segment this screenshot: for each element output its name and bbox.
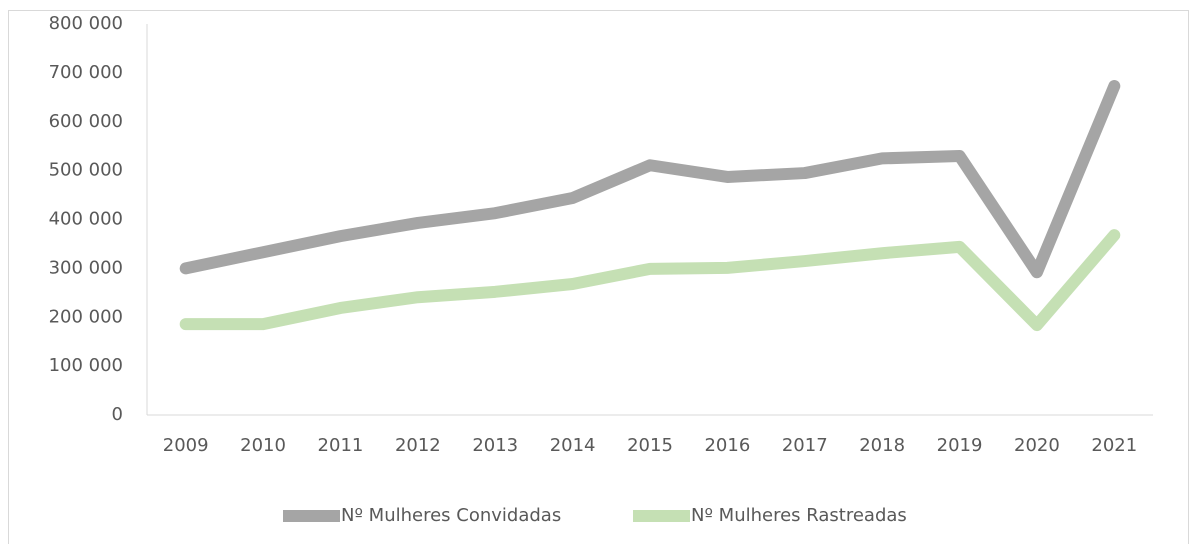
y-tick-label: 200 000	[49, 306, 123, 327]
y-tick-label: 500 000	[49, 160, 123, 181]
x-tick-label: 2011	[318, 435, 364, 456]
data-line	[179, 80, 1121, 279]
x-tick-label: 2009	[163, 435, 209, 456]
y-tick-label: 600 000	[49, 111, 123, 132]
data-line	[179, 229, 1121, 332]
x-tick-label: 2014	[550, 435, 596, 456]
x-tick-label: 2015	[627, 435, 673, 456]
legend-label: Nº Mulheres Rastreadas	[691, 505, 907, 526]
x-tick-label: 2016	[704, 435, 750, 456]
x-tick-label: 2021	[1091, 435, 1137, 456]
x-tick-label: 2020	[1014, 435, 1060, 456]
x-tick-label: 2012	[395, 435, 441, 456]
y-tick-label: 800 000	[49, 13, 123, 34]
legend-label: Nº Mulheres Convidadas	[341, 505, 561, 526]
x-tick-label: 2018	[859, 435, 905, 456]
y-tick-label: 100 000	[49, 355, 123, 376]
x-tick-label: 2013	[472, 435, 518, 456]
x-tick-label: 2017	[782, 435, 828, 456]
y-tick-label: 0	[112, 404, 123, 425]
x-tick-label: 2019	[937, 435, 983, 456]
y-tick-label: 700 000	[49, 62, 123, 83]
x-tick-label: 2010	[240, 435, 286, 456]
y-tick-label: 400 000	[49, 209, 123, 230]
y-tick-label: 300 000	[49, 257, 123, 278]
